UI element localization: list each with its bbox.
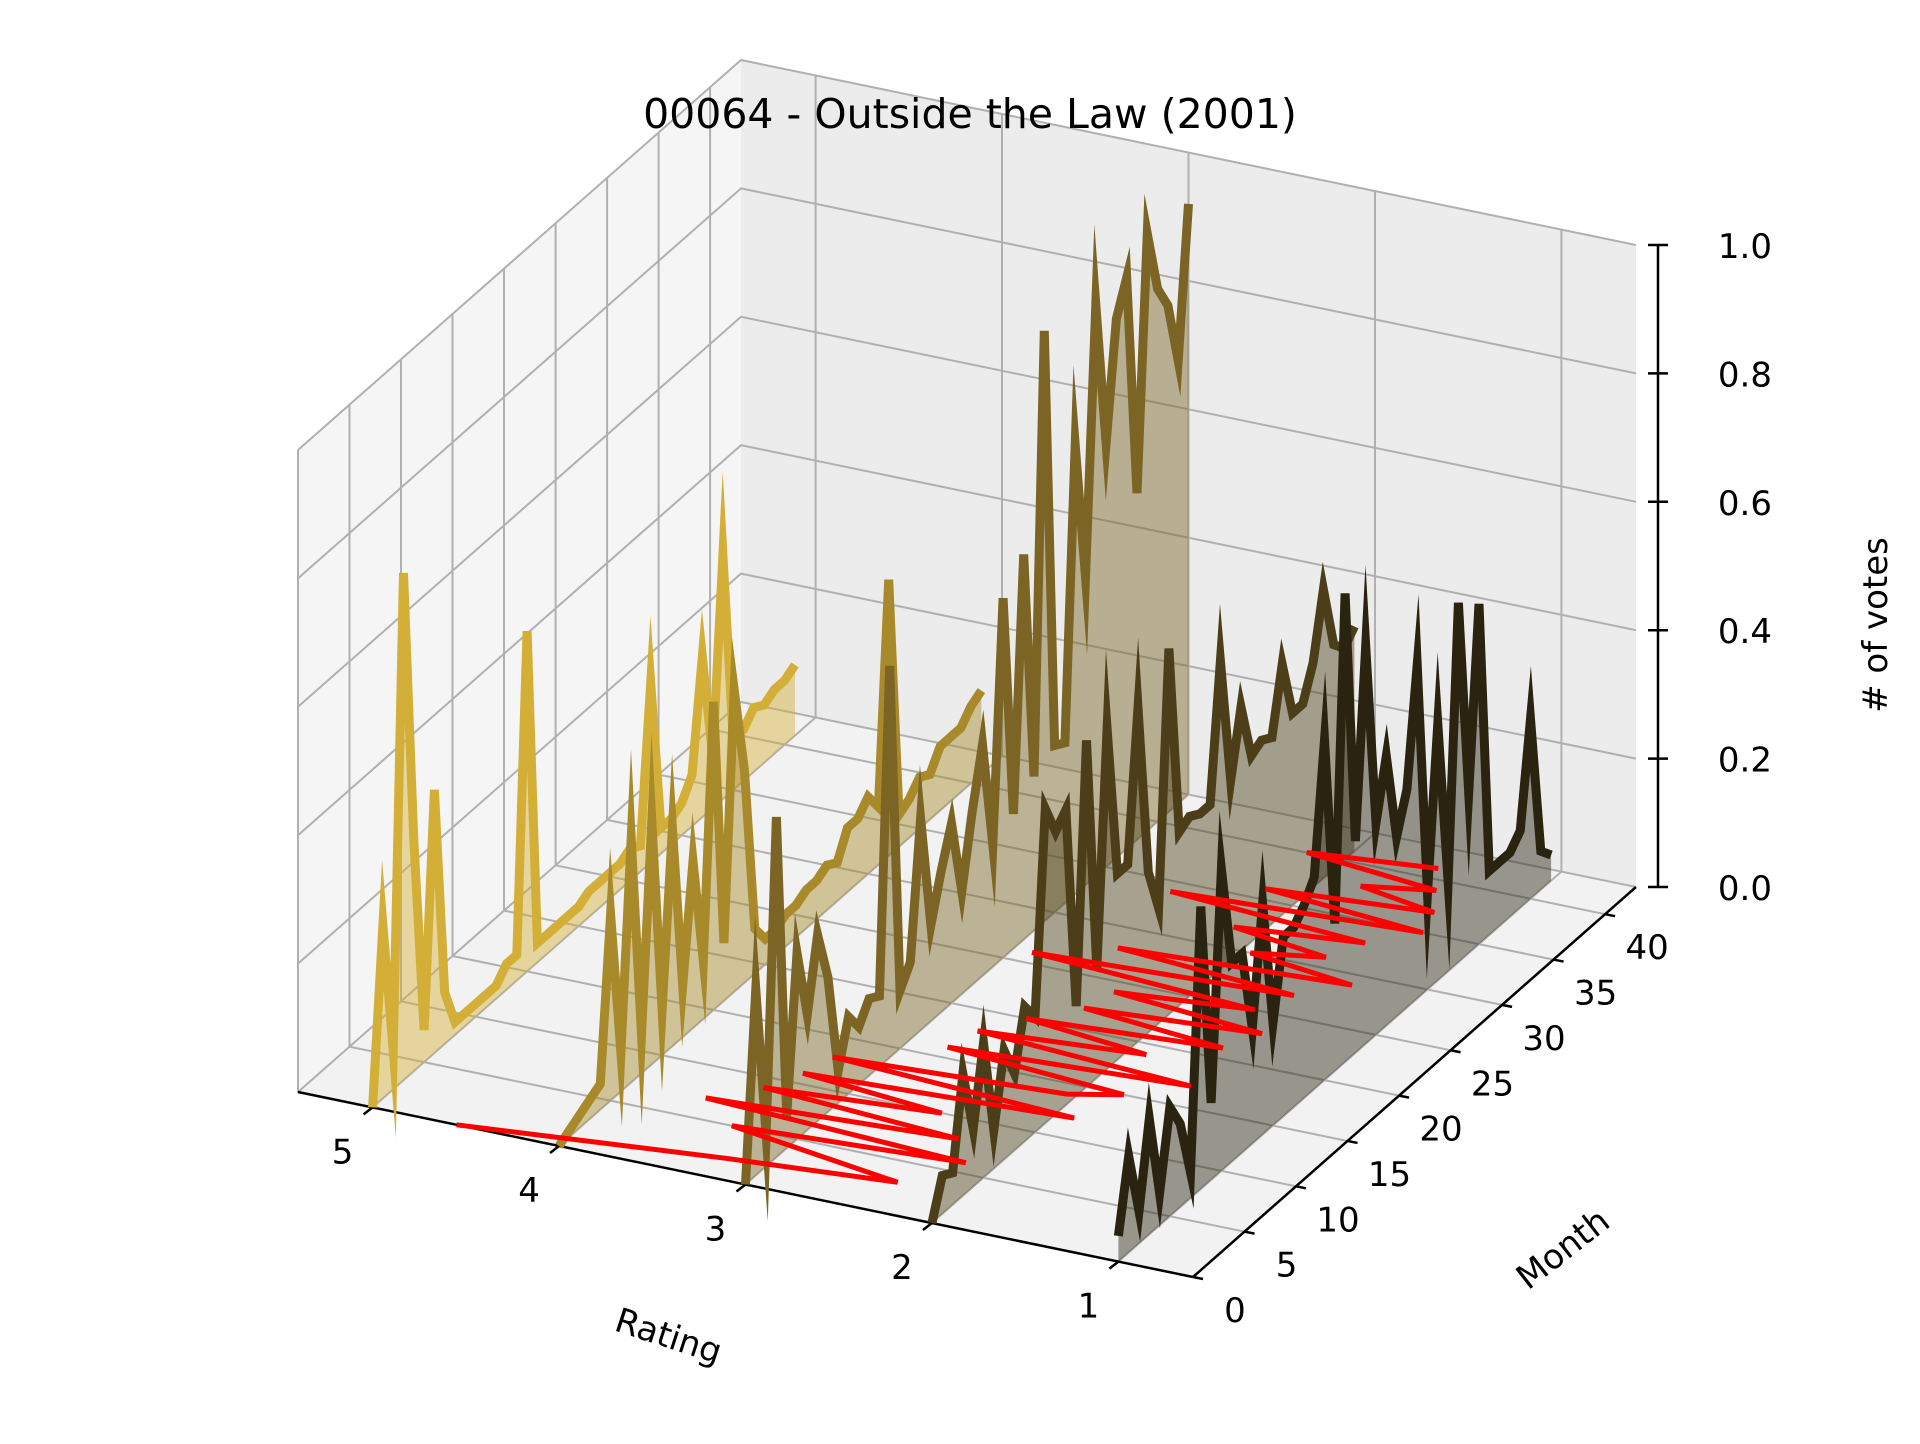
series-rating-5 xyxy=(368,471,799,1138)
z-tick-label: 0.0 xyxy=(1718,869,1772,909)
y-tick-mark xyxy=(1192,1275,1204,1281)
x-tick-mark xyxy=(922,1222,933,1232)
series-layer xyxy=(368,193,1553,1262)
x-tick-mark xyxy=(549,1144,560,1154)
trend-layer xyxy=(456,850,1439,1185)
y-axis-line xyxy=(1192,886,1637,1278)
grid-line-votes xyxy=(297,58,1637,451)
y-tick-label: 40 xyxy=(1625,928,1668,968)
y-tick-label: 35 xyxy=(1574,974,1617,1014)
series-line-rating-3 xyxy=(741,193,1193,1222)
x-tick-mark xyxy=(1108,1260,1120,1270)
y-tick-label: 5 xyxy=(1276,1246,1298,1286)
y-tick-label: 30 xyxy=(1522,1019,1565,1059)
x-tick-label: 4 xyxy=(518,1171,540,1211)
y-tick-label: 10 xyxy=(1316,1200,1359,1240)
y-tick-label: 20 xyxy=(1419,1110,1462,1150)
series-line-rating-1 xyxy=(1113,564,1553,1242)
y-tick-mark xyxy=(1450,1049,1461,1054)
y-axis-label: Month xyxy=(1509,1201,1618,1298)
y-tick-mark xyxy=(1347,1139,1358,1145)
x-tick-mark xyxy=(735,1183,747,1193)
y-tick-label: 15 xyxy=(1368,1155,1411,1195)
left-pane xyxy=(298,60,741,1092)
x-tick-mark xyxy=(362,1106,374,1116)
x-tick-label: 1 xyxy=(1078,1287,1100,1327)
z-tick-label: 0.4 xyxy=(1718,612,1772,652)
y-tick-mark xyxy=(1244,1230,1255,1235)
grid-line-votes xyxy=(297,444,1637,836)
series-rating-3 xyxy=(741,193,1193,1222)
series-rating-1 xyxy=(1113,564,1553,1262)
series-line-rating-5 xyxy=(368,471,799,1138)
series-area-rating-1 xyxy=(1118,593,1552,1262)
z-axis-label: # of votes xyxy=(1856,537,1896,713)
z-tick-label: 0.6 xyxy=(1718,484,1772,524)
y-tick-mark xyxy=(1501,1003,1513,1009)
x-tick-label: 3 xyxy=(705,1210,727,1250)
grid-line-votes xyxy=(297,315,1637,708)
y-tick-mark xyxy=(1398,1094,1410,1099)
x-tick-label: 2 xyxy=(891,1248,913,1288)
y-tick-mark xyxy=(1604,912,1616,918)
y-tick-mark xyxy=(1295,1185,1307,1190)
z-tick-label: 0.8 xyxy=(1718,355,1772,395)
grid-line-votes xyxy=(297,187,1637,580)
z-tick-label: 1.0 xyxy=(1718,227,1772,267)
series-area-rating-5 xyxy=(372,555,795,1108)
z-tick-label: 0.2 xyxy=(1718,741,1772,781)
chart-title: 00064 - Outside the Law (2001) xyxy=(643,90,1297,138)
trend-line xyxy=(456,850,1439,1185)
y-tick-label: 25 xyxy=(1471,1064,1514,1104)
y-tick-label: 0 xyxy=(1224,1291,1246,1331)
x-axis-label: Rating xyxy=(610,1301,727,1373)
y-tick-mark xyxy=(1553,958,1564,963)
x-tick-label: 5 xyxy=(332,1132,354,1172)
